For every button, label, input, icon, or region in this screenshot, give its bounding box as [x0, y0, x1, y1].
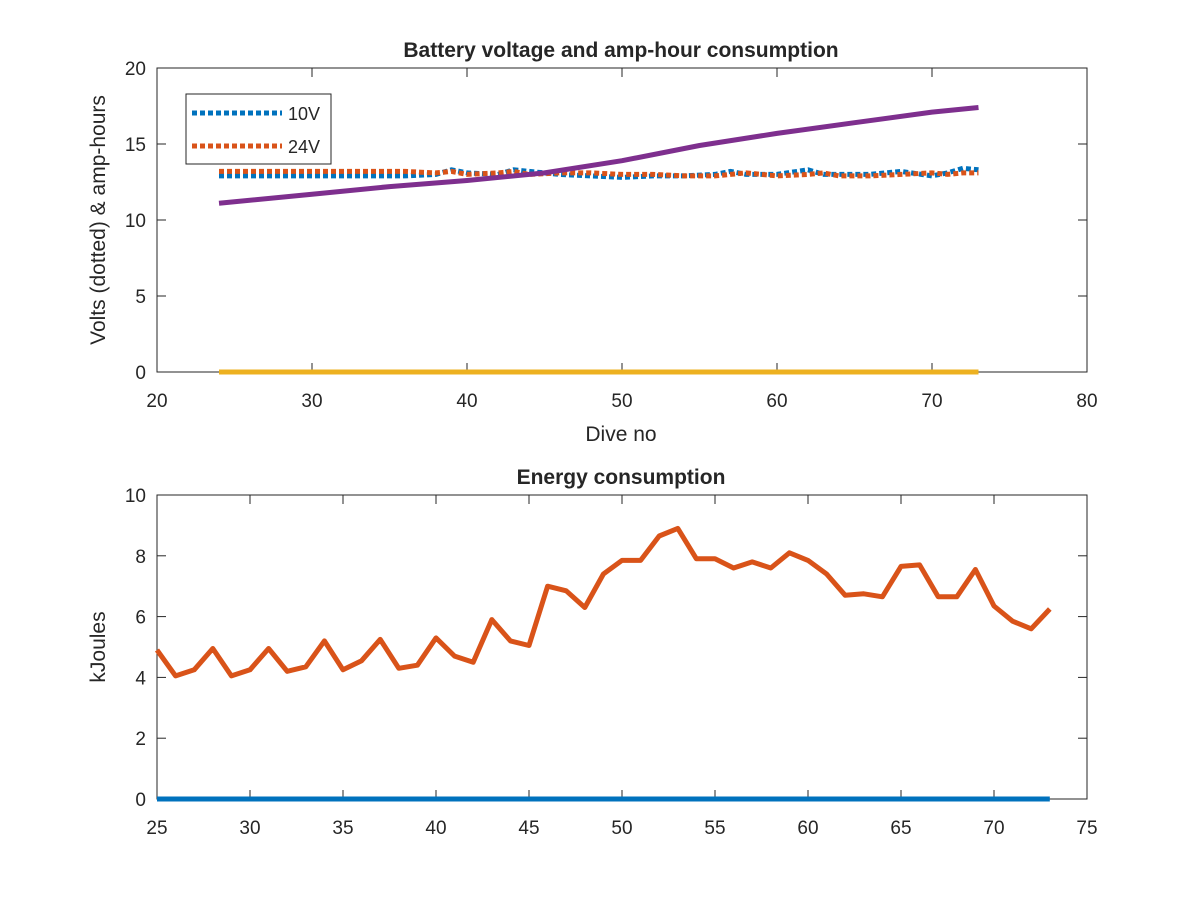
y-tick-label: 15	[125, 135, 146, 156]
x-tick-label: 65	[890, 818, 911, 839]
x-tick-label: 35	[332, 818, 353, 839]
x-tick-label: 20	[146, 391, 167, 412]
y-axis-label: Volts (dotted) & amp-hours	[87, 95, 110, 345]
y-tick-label: 6	[135, 608, 146, 629]
voltage-amp-hour-axes: Battery voltage and amp-hour consumption…	[87, 39, 1098, 446]
y-tick-label: 5	[135, 287, 146, 308]
chart-title: Energy consumption	[517, 466, 726, 489]
x-tick-label: 75	[1076, 818, 1097, 839]
x-ticks	[156, 494, 1088, 800]
y-tick-label: 10	[125, 211, 146, 232]
x-tick-label: 30	[239, 818, 260, 839]
chart-title: Battery voltage and amp-hour consumption	[403, 39, 838, 62]
series-line-24v	[219, 168, 979, 179]
y-tick-labels: 0 5 10 15 20	[125, 59, 146, 384]
x-tick-label: 40	[425, 818, 446, 839]
x-tick-labels: 25 30 35 40 45 50 55 60 65 70 75	[146, 818, 1097, 839]
legend: 10V 24V	[185, 93, 332, 165]
legend-label-10v: 10V	[288, 104, 320, 124]
y-tick-label: 0	[135, 363, 146, 384]
y-tick-label: 0	[135, 790, 146, 811]
energy-consumption-axes: Energy consumption 25 30 35 40 45 50 55 60 65 70 7…	[87, 466, 1098, 839]
x-tick-label: 70	[921, 391, 942, 412]
plot-area-frame	[156, 494, 1088, 800]
x-tick-label: 80	[1076, 391, 1097, 412]
x-axis-label: Dive no	[585, 423, 656, 446]
x-tick-label: 60	[797, 818, 818, 839]
x-tick-label: 30	[301, 391, 322, 412]
y-tick-label: 8	[135, 547, 146, 568]
series-line-amp-hours	[218, 105, 979, 206]
y-tick-label: 10	[125, 486, 146, 507]
y-tick-label: 4	[135, 668, 146, 689]
series-line-energy	[154, 525, 1052, 679]
y-tick-label: 20	[125, 59, 146, 80]
y-axis-label: kJoules	[87, 611, 110, 682]
x-tick-label: 45	[518, 818, 539, 839]
x-tick-label: 50	[611, 818, 632, 839]
y-tick-label: 2	[135, 729, 146, 750]
x-tick-label: 40	[456, 391, 477, 412]
x-tick-label: 55	[704, 818, 725, 839]
x-tick-label: 60	[766, 391, 787, 412]
x-tick-label: 70	[983, 818, 1004, 839]
series-group	[154, 525, 1052, 802]
series-group	[218, 105, 979, 375]
legend-box	[185, 93, 332, 165]
x-tick-label: 50	[611, 391, 632, 412]
legend-label-24v: 24V	[288, 137, 320, 157]
x-tick-label: 25	[146, 818, 167, 839]
y-tick-labels: 0 2 4 6 8 10	[125, 486, 147, 811]
x-tick-labels: 20 30 40 50 60 70 80	[146, 391, 1097, 412]
